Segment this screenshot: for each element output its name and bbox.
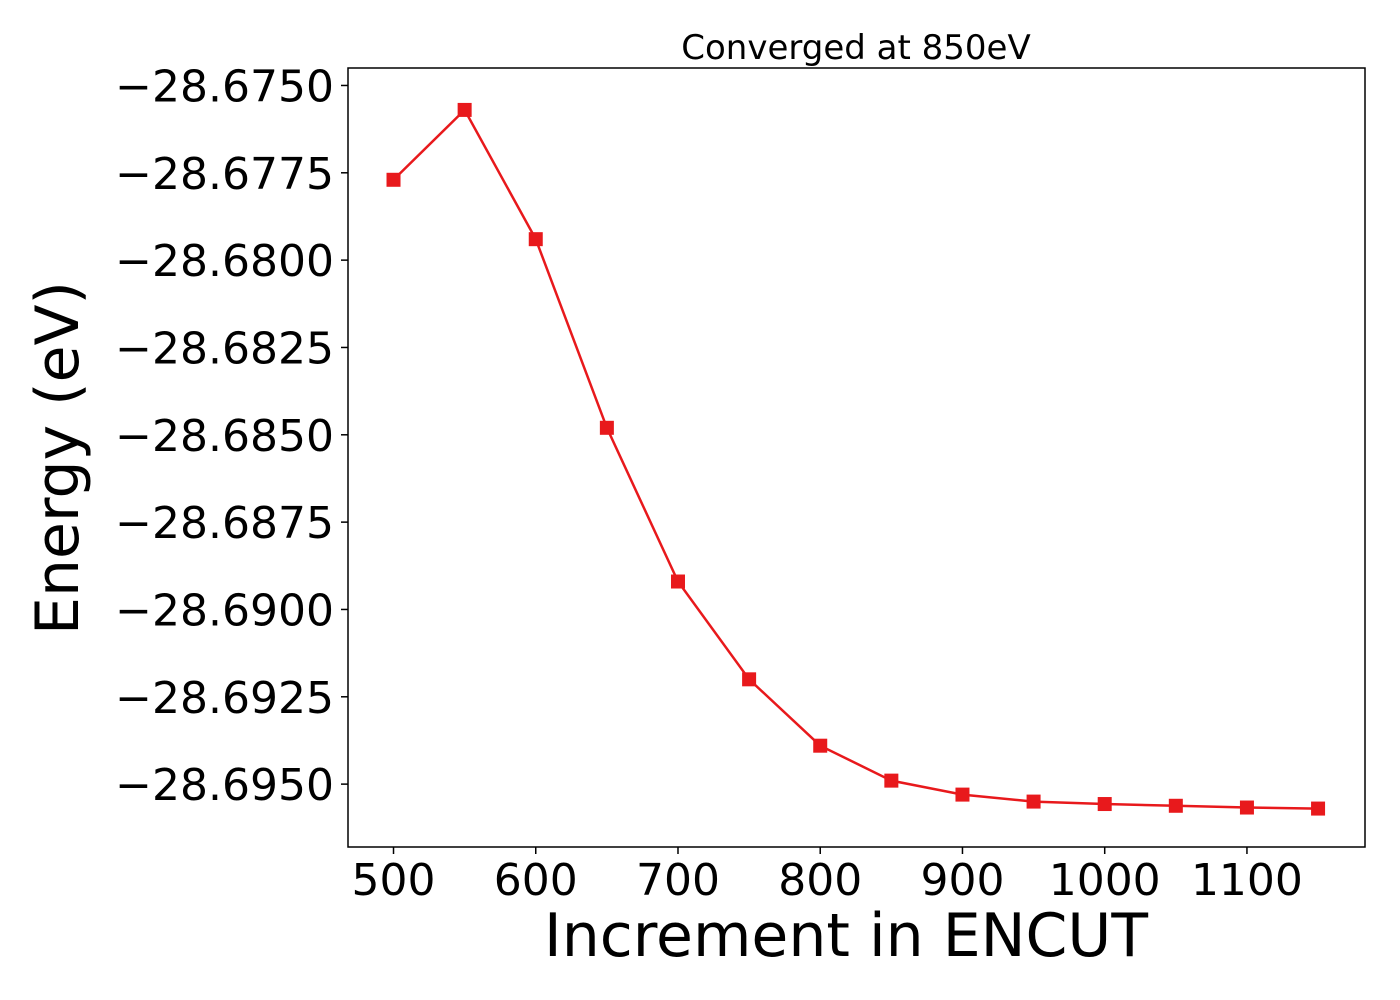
y-axis: −28.6750 −28.6775 −28.6800 −28.6825 −28.6850…	[115, 61, 348, 811]
data-point-marker	[955, 787, 970, 802]
data-point-marker	[1311, 801, 1326, 816]
x-tick-label: 800	[778, 855, 862, 906]
data-point-marker	[1239, 800, 1254, 815]
data-point-marker	[386, 172, 401, 187]
data-point-marker	[528, 232, 543, 247]
y-tick-label: −28.6875	[115, 498, 334, 549]
x-tick-label: 500	[352, 855, 436, 906]
y-tick-label: −28.6950	[115, 760, 334, 811]
series-line	[392, 107, 1319, 810]
data-point-marker	[457, 102, 472, 117]
y-tick-label: −28.6775	[115, 149, 334, 200]
y-tick-label: −28.6825	[115, 323, 334, 374]
data-point-marker	[670, 574, 685, 589]
x-tick-label: 700	[636, 855, 720, 906]
y-tick-label: −28.6800	[115, 236, 334, 287]
data-point-marker	[884, 773, 899, 788]
data-point-marker	[1097, 797, 1112, 812]
x-tick-label: 1100	[1191, 855, 1303, 906]
series-layer	[386, 102, 1326, 816]
plot-area-frame	[347, 67, 1366, 848]
data-point-marker	[1168, 798, 1183, 813]
y-tick-label: −28.6925	[115, 673, 334, 724]
y-tick-label: −28.6750	[115, 61, 334, 112]
x-tick-label: 1000	[1049, 855, 1161, 906]
data-point-marker	[742, 672, 757, 687]
data-point-marker	[1026, 794, 1041, 809]
data-point-marker	[813, 738, 828, 753]
x-axis: 500 600 700 800 900 1000 1100	[352, 847, 1303, 906]
x-axis-label: Increment in ENCUT	[544, 901, 1148, 971]
y-tick-label: −28.6850	[115, 411, 334, 462]
y-axis-label: Energy (eV)	[23, 281, 93, 635]
chart-title: Converged at 850eV	[681, 28, 1030, 68]
data-point-marker	[599, 420, 614, 435]
y-tick-label: −28.6900	[115, 585, 334, 636]
x-tick-label: 600	[494, 855, 578, 906]
x-tick-label: 900	[920, 855, 1004, 906]
